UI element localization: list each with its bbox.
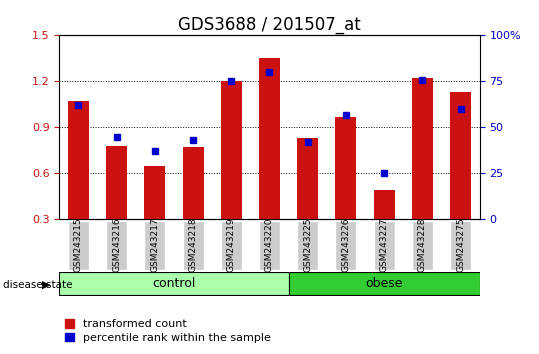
Bar [68, 101, 89, 219]
Text: GSM243228: GSM243228 [418, 218, 427, 272]
Bar [106, 221, 127, 270]
Text: GSM243215: GSM243215 [74, 218, 83, 273]
Bar [59, 272, 288, 295]
Text: GSM243225: GSM243225 [303, 218, 312, 272]
Text: obese: obese [365, 277, 403, 290]
Bar [221, 81, 242, 219]
Bar [221, 221, 242, 270]
Bar [106, 146, 127, 219]
Legend: transformed count, percentile rank within the sample: transformed count, percentile rank withi… [65, 319, 271, 343]
Bar [335, 221, 356, 270]
Bar [335, 117, 356, 219]
Text: GSM243219: GSM243219 [227, 218, 236, 273]
Bar [144, 166, 165, 219]
Title: GDS3688 / 201507_at: GDS3688 / 201507_at [178, 16, 361, 34]
Bar [450, 221, 471, 270]
Text: GSM243275: GSM243275 [456, 218, 465, 273]
Text: GSM243220: GSM243220 [265, 218, 274, 272]
Text: GSM243218: GSM243218 [189, 218, 198, 273]
Text: control: control [152, 277, 196, 290]
Text: disease state: disease state [3, 280, 72, 290]
Text: ▶: ▶ [42, 280, 50, 290]
Bar [183, 221, 204, 270]
Bar [183, 147, 204, 219]
Text: GSM243227: GSM243227 [379, 218, 389, 272]
Bar [259, 221, 280, 270]
Bar [297, 138, 318, 219]
Bar [412, 78, 433, 219]
Bar [374, 221, 395, 270]
Bar [68, 221, 89, 270]
Bar [297, 221, 318, 270]
Text: GSM243216: GSM243216 [112, 218, 121, 273]
Bar [259, 58, 280, 219]
Bar [144, 221, 165, 270]
Bar [374, 190, 395, 219]
Bar [450, 92, 471, 219]
Bar [288, 272, 480, 295]
Bar [412, 221, 433, 270]
Text: GSM243217: GSM243217 [150, 218, 160, 273]
Text: GSM243226: GSM243226 [341, 218, 350, 272]
